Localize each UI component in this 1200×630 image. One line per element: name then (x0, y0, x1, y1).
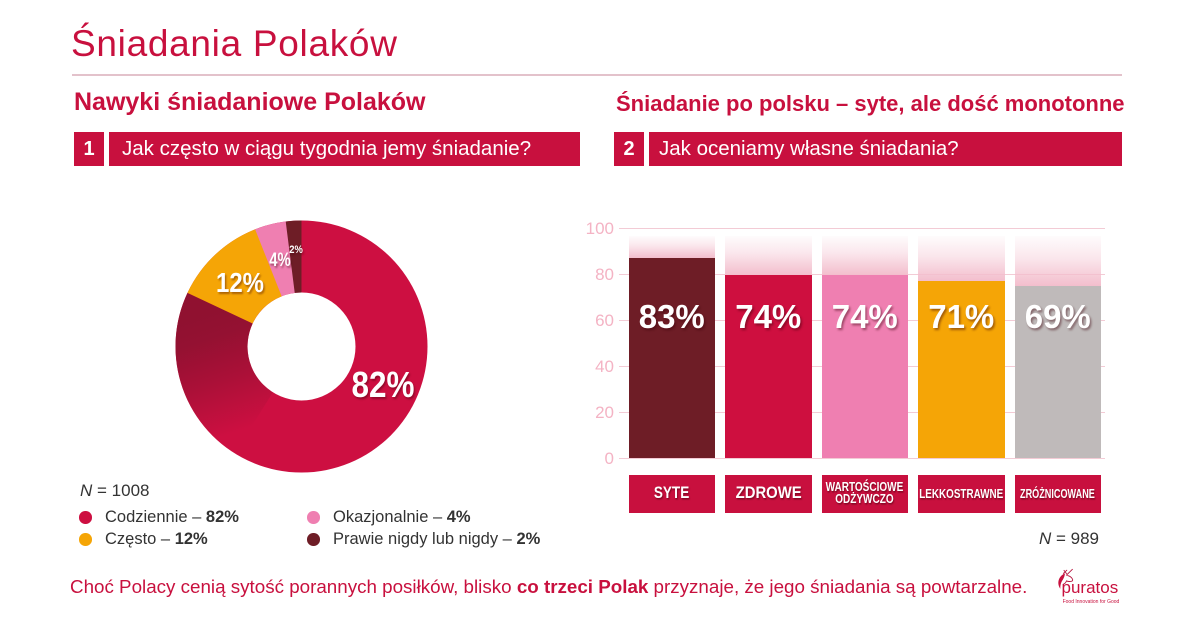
svg-text:Food Innovation for Good: Food Innovation for Good (1063, 599, 1120, 605)
